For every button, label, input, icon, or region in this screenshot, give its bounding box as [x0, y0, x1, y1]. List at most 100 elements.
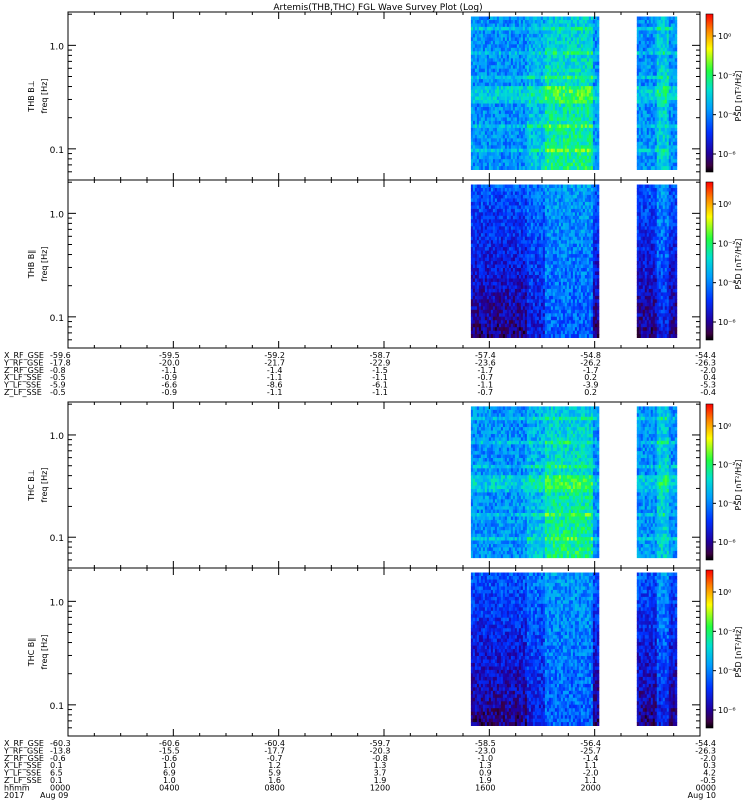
spectrogram-cell [506, 40, 510, 45]
spectrogram-cell [530, 33, 534, 38]
spectrogram-cell [482, 138, 486, 143]
spectrogram-cell [550, 152, 554, 157]
spectrogram-cell [652, 159, 656, 164]
spectrogram-cell [654, 89, 658, 94]
spectrogram-cell [480, 236, 484, 241]
spectrogram-cell [538, 124, 542, 129]
spectrogram-cell [476, 313, 480, 318]
spectrogram-cell [646, 47, 650, 52]
spectrogram-cell [572, 155, 576, 160]
spectrogram-cell [530, 96, 534, 101]
spectrogram-cell [668, 124, 672, 129]
spectrogram-cell [568, 93, 572, 97]
spectrogram-cell [498, 100, 502, 104]
spectrogram-cell [518, 51, 522, 56]
spectrogram-cell [482, 240, 486, 245]
spectrogram-cell [572, 110, 576, 115]
spectrogram-cell [510, 72, 514, 77]
spectrogram-cell [488, 72, 492, 77]
spectrogram-cell [550, 89, 554, 94]
spectrogram-cell [554, 30, 558, 35]
spectrogram-cell [524, 166, 528, 170]
spectrogram-cell [554, 79, 558, 83]
spectrogram-cell [592, 93, 596, 97]
spectrogram-cell [494, 264, 498, 269]
spectrogram-cell [492, 247, 496, 251]
spectrogram-cell [648, 131, 652, 136]
spectrogram-cell [552, 110, 556, 115]
spectrogram-cell [492, 159, 496, 164]
spectrogram-cell [494, 212, 498, 217]
spectrogram-cell [576, 131, 580, 136]
spectrogram-cell [498, 327, 502, 332]
spectrogram-cell [590, 152, 594, 157]
spectrogram-cell [494, 302, 498, 307]
spectrogram-cell [638, 166, 642, 170]
spectrogram-cell [576, 148, 580, 153]
spectrogram-cell [482, 194, 486, 199]
spectrogram-cell [484, 131, 488, 136]
spectrogram-cell [590, 30, 594, 35]
spectrogram-cell [540, 20, 544, 24]
spectrogram-cell [516, 212, 520, 217]
spectrogram-cell [674, 20, 678, 24]
spectrogram-cell [502, 110, 506, 115]
spectrogram-cell [498, 188, 502, 192]
spectrogram-cell [482, 159, 486, 164]
spectrogram-cell [508, 26, 512, 31]
spectrogram-cell [514, 82, 518, 87]
spectrogram-cell [544, 75, 548, 80]
spectrogram-cell [514, 138, 518, 143]
spectrogram-cell [530, 65, 534, 70]
spectrogram-cell [534, 162, 538, 167]
spectrogram-cell [482, 26, 486, 31]
spectrogram-cell [534, 33, 538, 38]
spectrogram-cell [648, 72, 652, 77]
spectrogram-cell [662, 127, 666, 132]
spectrogram-cell [516, 103, 520, 108]
spectrogram-cell [478, 100, 482, 104]
spectrogram-cell [582, 58, 586, 63]
spectrogram-cell [586, 20, 590, 24]
spectrogram-cell [566, 141, 570, 146]
spectrogram-cell [470, 240, 474, 245]
spectrogram-cell [472, 226, 476, 231]
spectrogram-cell [510, 86, 514, 90]
spectrogram-cell [652, 162, 656, 167]
spectrogram-cell [482, 82, 486, 87]
spectrogram-cell [584, 23, 588, 28]
spectrogram-cell [660, 159, 664, 164]
spectrogram-cell [640, 40, 644, 45]
spectrogram-cell [470, 54, 474, 59]
spectrogram-cell [536, 138, 540, 143]
spectrogram-cell [498, 292, 502, 297]
spectrogram-cell [544, 68, 548, 73]
spectrogram-cell [504, 191, 508, 196]
spectrogram-cell [476, 26, 480, 31]
spectrogram-cell [492, 208, 496, 213]
spectrogram-cell [592, 54, 596, 59]
spectrogram-cell [654, 148, 658, 153]
spectrogram-cell [534, 131, 538, 136]
spectrogram-cell [526, 113, 530, 118]
spectrogram-cell [528, 72, 532, 77]
spectrogram-cell [548, 37, 552, 42]
spectrogram-cell [504, 96, 508, 101]
spectrogram-cell [550, 127, 554, 132]
spectrogram-cell [482, 302, 486, 307]
spectrogram-cell [546, 166, 550, 170]
spectrogram-cell [472, 320, 476, 325]
spectrogram-cell [522, 309, 526, 314]
spectrogram-cell [516, 233, 520, 238]
spectrogram-cell [530, 54, 534, 59]
spectrogram-cell [572, 54, 576, 59]
spectrogram-cell [524, 82, 528, 87]
spectrogram-cell [500, 330, 504, 335]
spectrogram-cell [490, 233, 494, 238]
spectrogram-cell [520, 162, 524, 167]
spectrogram-cell [668, 152, 672, 157]
spectrogram-cell [662, 148, 666, 153]
spectrogram-cell [500, 271, 504, 276]
spectrogram-cell [484, 138, 488, 143]
spectrogram-cell [596, 89, 600, 94]
